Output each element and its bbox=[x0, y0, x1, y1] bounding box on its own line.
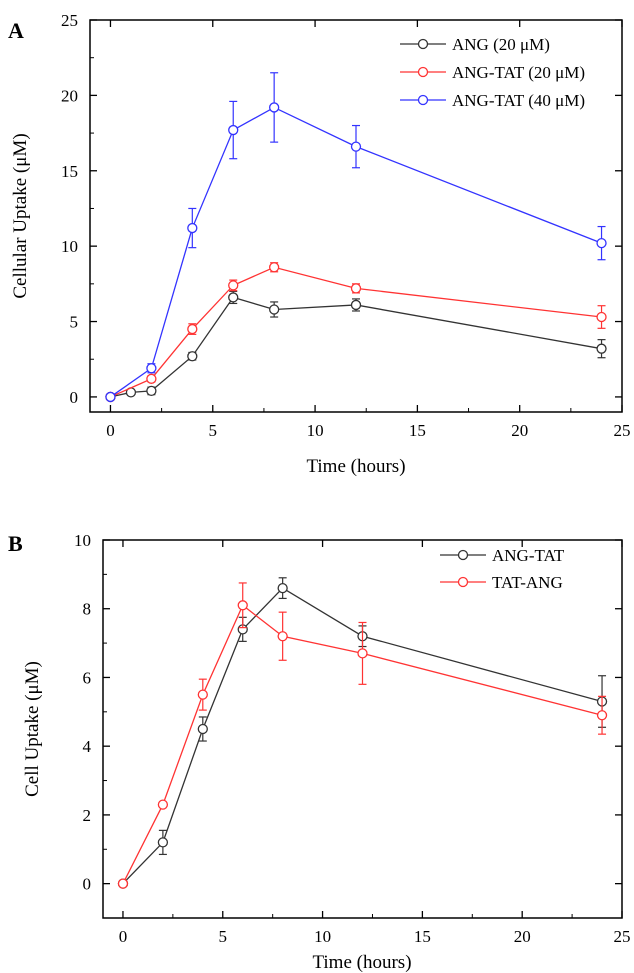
y-tick-label: 8 bbox=[83, 600, 92, 619]
data-point bbox=[157, 837, 169, 848]
series-tat-ang bbox=[117, 582, 608, 889]
y-tick-label: 5 bbox=[70, 313, 79, 332]
data-point bbox=[357, 648, 368, 659]
legend-marker bbox=[457, 549, 469, 561]
y-tick-label: 10 bbox=[61, 237, 78, 256]
data-point bbox=[146, 373, 157, 384]
data-point bbox=[228, 124, 239, 136]
data-point bbox=[596, 311, 607, 323]
chart-panel-a: 0 5 10 15 20 25 0 5 10 15 20 25 Time (hours) Cellular… bbox=[8, 11, 631, 477]
y-tick-label: 0 bbox=[70, 388, 79, 407]
y-tick-label: 10 bbox=[74, 531, 91, 550]
chart-panel-b: 0 5 10 15 20 25 0 2 4 6 8 10 Time (hours) Cell Uptake… bbox=[8, 531, 631, 973]
y-tick-label: 15 bbox=[61, 162, 78, 181]
data-point bbox=[228, 280, 239, 291]
y-axis-label: Cellular Uptake (μM) bbox=[10, 133, 31, 298]
x-axis-label: Time (hours) bbox=[312, 952, 411, 973]
series-ang-tat-40-m bbox=[105, 72, 607, 403]
y-tick-label: 0 bbox=[83, 875, 92, 894]
legend-marker bbox=[417, 66, 429, 78]
data-point bbox=[146, 363, 157, 374]
x-tick-label: 0 bbox=[119, 927, 128, 946]
y-tick-label: 4 bbox=[83, 737, 92, 756]
data-point bbox=[269, 262, 280, 273]
y-tick-label: 20 bbox=[61, 86, 78, 105]
data-point bbox=[157, 799, 169, 810]
legend-label: TAT-ANG bbox=[492, 573, 563, 592]
legend-marker bbox=[417, 38, 429, 50]
data-point bbox=[277, 631, 288, 642]
data-point bbox=[117, 878, 129, 889]
legend-label: ANG-TAT (40 μM) bbox=[452, 91, 585, 110]
panel-letter: B bbox=[8, 531, 23, 556]
x-axis-label: Time (hours) bbox=[306, 456, 405, 477]
x-tick-label: 15 bbox=[409, 421, 426, 440]
series-ang-tat-20-m bbox=[105, 262, 607, 403]
data-point bbox=[197, 723, 208, 735]
data-point bbox=[350, 299, 362, 311]
x-tick-label: 15 bbox=[414, 927, 431, 946]
data-point bbox=[187, 323, 198, 335]
data-point bbox=[350, 283, 362, 294]
series-line bbox=[110, 296, 602, 398]
plot-frame bbox=[89, 19, 623, 413]
data-point bbox=[269, 102, 280, 113]
y-tick-label: 6 bbox=[83, 668, 92, 687]
legend-marker bbox=[417, 94, 429, 106]
y-tick-label: 25 bbox=[61, 11, 78, 30]
x-tick-label: 5 bbox=[219, 927, 228, 946]
x-tick-label: 10 bbox=[307, 421, 324, 440]
y-axis-label: Cell Uptake (μM) bbox=[22, 661, 43, 797]
x-tick-label: 25 bbox=[614, 927, 631, 946]
plot-frame bbox=[102, 539, 623, 919]
data-point bbox=[596, 343, 607, 354]
data-point bbox=[277, 582, 288, 594]
x-tick-label: 20 bbox=[511, 421, 528, 440]
data-point bbox=[228, 292, 239, 303]
x-tick-label: 10 bbox=[314, 927, 331, 946]
legend-label: ANG-TAT (20 μM) bbox=[452, 63, 585, 82]
data-point bbox=[350, 141, 362, 152]
data-point bbox=[197, 689, 208, 700]
legend-label: ANG (20 μM) bbox=[452, 35, 550, 54]
x-tick-label: 25 bbox=[614, 421, 631, 440]
y-tick-label: 2 bbox=[83, 806, 92, 825]
x-tick-label: 20 bbox=[514, 927, 531, 946]
x-tick-label: 5 bbox=[209, 421, 218, 440]
legend-marker bbox=[457, 576, 469, 588]
data-point bbox=[596, 237, 607, 249]
x-tick-label: 0 bbox=[106, 421, 115, 440]
data-point bbox=[187, 222, 198, 234]
data-point bbox=[269, 304, 280, 315]
panel-letter: A bbox=[8, 18, 24, 43]
data-point bbox=[187, 351, 198, 362]
data-point bbox=[237, 600, 248, 611]
data-point bbox=[146, 385, 157, 397]
data-point bbox=[596, 710, 608, 721]
series-ang-20-m bbox=[105, 290, 607, 403]
legend-label: ANG-TAT bbox=[492, 546, 565, 565]
data-point bbox=[105, 391, 116, 403]
